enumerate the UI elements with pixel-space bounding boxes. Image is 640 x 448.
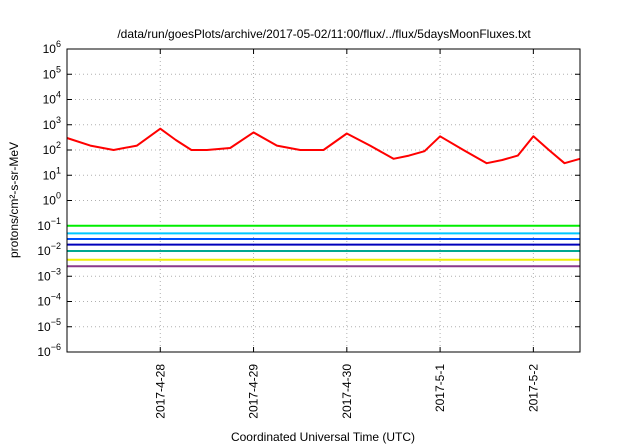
y-tick-label: 10−5: [37, 317, 61, 334]
y-tick-label: 10−2: [37, 241, 61, 258]
x-tick-labels: 2017-4-28 2017-4-29 2017-4-30 2017-5-1 2017-…: [153, 364, 540, 419]
y-tick-label: 10−4: [37, 292, 61, 309]
x-tick-label: 2017-4-30: [340, 364, 354, 419]
plot-frame: [66, 48, 581, 353]
y-tick-label: 101: [43, 165, 61, 182]
x-tick-label: 2017-5-1: [433, 364, 447, 412]
y-tick-label: 10−3: [37, 266, 61, 283]
y-tick-label: 103: [43, 115, 61, 132]
y-tick-label: 102: [43, 140, 61, 157]
chart-title: /data/run/goesPlots/archive/2017-05-02/1…: [117, 27, 531, 41]
y-tick-label: 100: [43, 191, 61, 208]
x-tick-label: 2017-4-29: [247, 364, 261, 419]
y-axis-label: protons/cm²-s-sr-MeV: [7, 142, 21, 258]
x-tick-label: 2017-5-2: [526, 364, 540, 412]
y-tick-label: 105: [43, 64, 61, 81]
grid: [67, 48, 580, 353]
y-tick-label: 10−6: [37, 342, 61, 359]
x-tick-label: 2017-4-28: [153, 364, 167, 419]
y-tick-label: 106: [43, 39, 61, 56]
series-line: [66, 127, 581, 165]
y-tick-label: 104: [43, 90, 61, 107]
y-tick-label: 10−1: [37, 216, 61, 233]
series-lines: [66, 127, 581, 268]
x-axis-label: Coordinated Universal Time (UTC): [231, 430, 415, 444]
y-tick-labels: 10−6 10−5 10−4 10−3 10−2 10−1 100 101 102 103 104 1…: [37, 39, 61, 359]
